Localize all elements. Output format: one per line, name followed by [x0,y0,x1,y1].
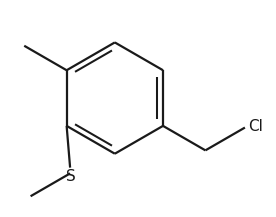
Text: Cl: Cl [248,119,263,134]
Text: S: S [66,169,75,184]
